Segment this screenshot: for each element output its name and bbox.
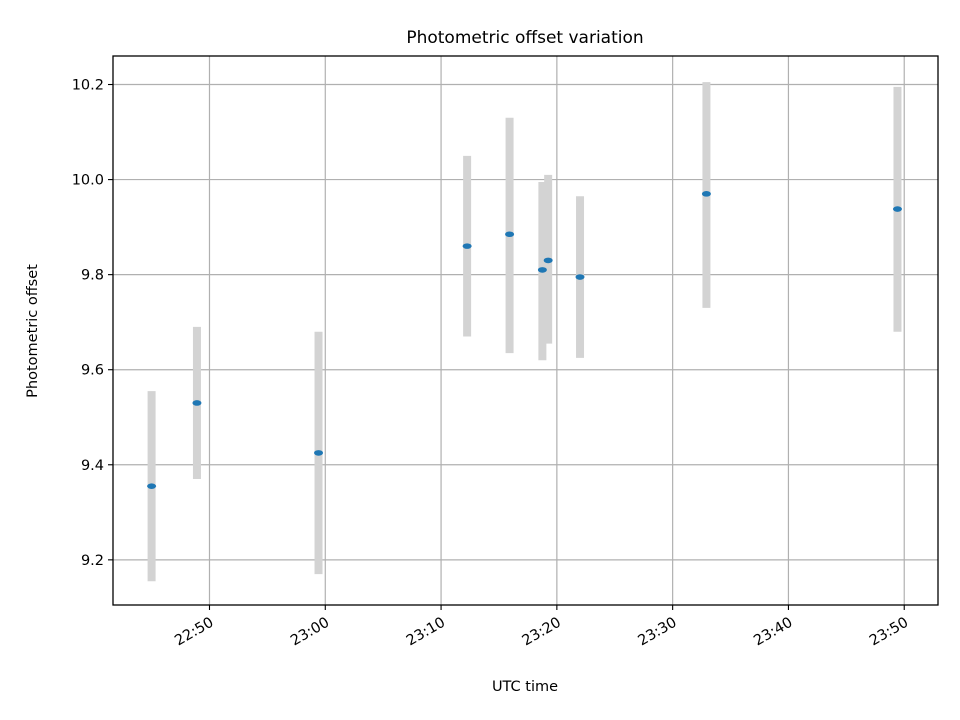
data-point xyxy=(462,243,472,249)
x-axis-label: UTC time xyxy=(492,679,558,695)
data-point xyxy=(543,257,553,264)
data-point xyxy=(575,274,585,280)
data-point xyxy=(314,450,324,456)
data-point xyxy=(892,206,902,212)
y-tick-label: 9.2 xyxy=(81,553,104,569)
y-tick-label: 10.2 xyxy=(72,78,104,94)
data-point xyxy=(537,267,547,273)
data-point xyxy=(192,400,202,406)
data-point xyxy=(505,231,515,238)
y-axis-label: Photometric offset xyxy=(25,264,41,398)
y-tick-label: 9.6 xyxy=(81,363,104,379)
y-tick-label: 10.0 xyxy=(72,173,104,189)
chart-title: Photometric offset variation xyxy=(406,28,643,48)
y-tick-label: 9.4 xyxy=(81,458,104,474)
y-tick-label: 9.8 xyxy=(81,268,104,284)
plot-frame xyxy=(112,55,939,606)
data-points xyxy=(147,191,902,489)
grid xyxy=(113,56,938,605)
data-point xyxy=(147,483,157,489)
data-point xyxy=(701,191,711,197)
